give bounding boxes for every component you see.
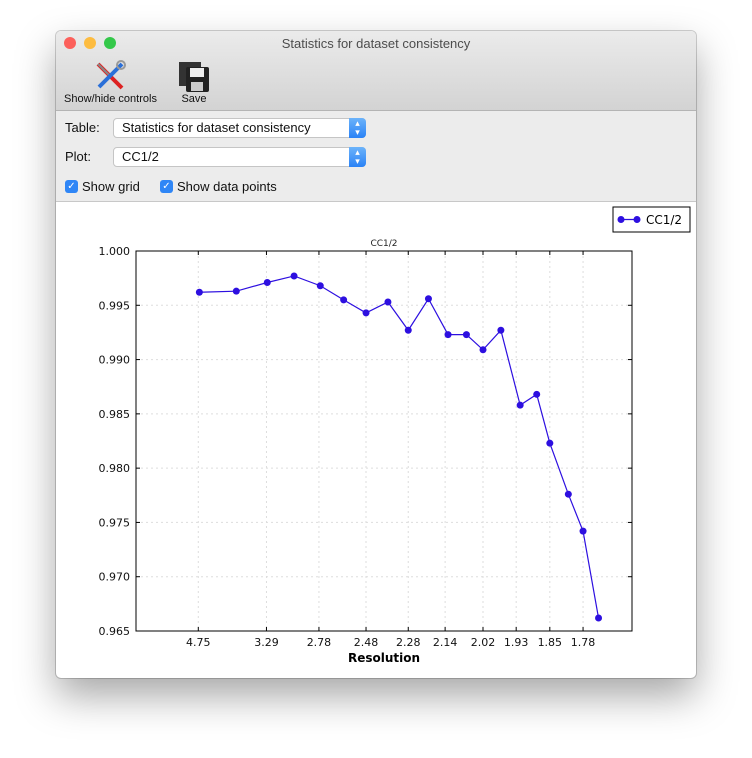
x-tick-label: 4.75: [186, 636, 211, 649]
y-tick-label: 1.000: [99, 245, 131, 258]
data-point: [516, 401, 524, 409]
show-hide-controls-button[interactable]: Show/hide controls: [64, 59, 157, 105]
show-grid-label: Show grid: [82, 179, 140, 194]
save-button[interactable]: Save: [178, 59, 210, 105]
data-point: [595, 614, 603, 622]
data-point: [232, 287, 240, 295]
x-axis-label: Resolution: [348, 651, 420, 665]
chevron-updown-icon: ▴ ▾: [349, 118, 366, 138]
data-point: [444, 331, 452, 339]
plot-frame: [135, 250, 633, 632]
minimize-button[interactable]: [84, 37, 96, 49]
zoom-button[interactable]: [104, 37, 116, 49]
data-point: [497, 326, 505, 334]
x-tick-label: 1.93: [504, 636, 529, 649]
table-select-value: Statistics for dataset consistency: [122, 120, 311, 135]
show-data-points-checkbox[interactable]: ✓ Show data points: [160, 179, 277, 194]
data-point: [340, 296, 348, 304]
x-tick-label: 1.78: [571, 636, 596, 649]
data-point: [263, 278, 271, 286]
x-tick-label: 2.78: [307, 636, 332, 649]
series-line: [199, 275, 600, 619]
window: Statistics for dataset consistency Show/…: [56, 31, 696, 678]
plot-select-value: CC1/2: [122, 149, 159, 164]
plot-label: Plot:: [65, 149, 92, 164]
checkmark-icon: ✓: [160, 180, 173, 193]
data-point: [404, 326, 412, 334]
plot-select[interactable]: CC1/2 ▴ ▾: [113, 147, 366, 167]
show-hide-controls-label: Show/hide controls: [64, 93, 157, 105]
table-label: Table:: [65, 120, 100, 135]
y-tick-label: 0.990: [99, 354, 131, 367]
data-point: [316, 282, 324, 290]
y-tick-label: 0.970: [99, 571, 131, 584]
show-data-points-label: Show data points: [177, 179, 277, 194]
show-grid-checkbox[interactable]: ✓ Show grid: [65, 179, 140, 194]
legend-box: [612, 206, 691, 233]
x-tick-label: 2.28: [396, 636, 421, 649]
controls-panel: Table: Statistics for dataset consistenc…: [56, 111, 696, 202]
x-tick-label: 2.14: [433, 636, 458, 649]
y-tick-label: 0.965: [99, 625, 131, 638]
y-tick-label: 0.980: [99, 462, 131, 475]
table-select[interactable]: Statistics for dataset consistency ▴ ▾: [113, 118, 366, 138]
checkmark-icon: ✓: [65, 180, 78, 193]
save-label: Save: [181, 93, 207, 105]
data-point: [564, 490, 572, 498]
data-point: [384, 298, 392, 306]
title-toolbar: Statistics for dataset consistency Show/…: [56, 31, 696, 111]
y-tick-label: 0.985: [99, 408, 131, 421]
chart-title: CC1/2: [370, 239, 397, 249]
tools-icon: [64, 59, 157, 93]
data-point: [533, 390, 541, 398]
window-title: Statistics for dataset consistency: [281, 36, 471, 51]
data-point: [479, 346, 487, 354]
legend-marker: [633, 216, 641, 223]
close-button[interactable]: [64, 37, 76, 49]
x-tick-label: 3.29: [254, 636, 279, 649]
x-tick-label: 2.02: [471, 636, 496, 649]
legend-label: CC1/2: [646, 213, 682, 227]
plot-canvas: CC1/2 1.000 0.995 0.990 0.985 0.980 0.975 0.970…: [99, 206, 691, 665]
y-tick-label: 0.975: [99, 516, 131, 529]
data-point: [362, 309, 370, 317]
y-tick-label: 0.995: [99, 299, 131, 312]
legend-marker: [617, 216, 625, 223]
data-point: [424, 295, 432, 303]
data-point: [195, 288, 203, 296]
data-point: [462, 331, 470, 339]
chevron-updown-icon: ▴ ▾: [349, 147, 366, 167]
x-tick-label: 2.48: [354, 636, 379, 649]
data-point: [546, 439, 554, 447]
floppy-disk-icon: [178, 59, 210, 93]
data-point: [579, 527, 587, 535]
data-point: [290, 272, 298, 280]
x-tick-label: 1.85: [538, 636, 563, 649]
